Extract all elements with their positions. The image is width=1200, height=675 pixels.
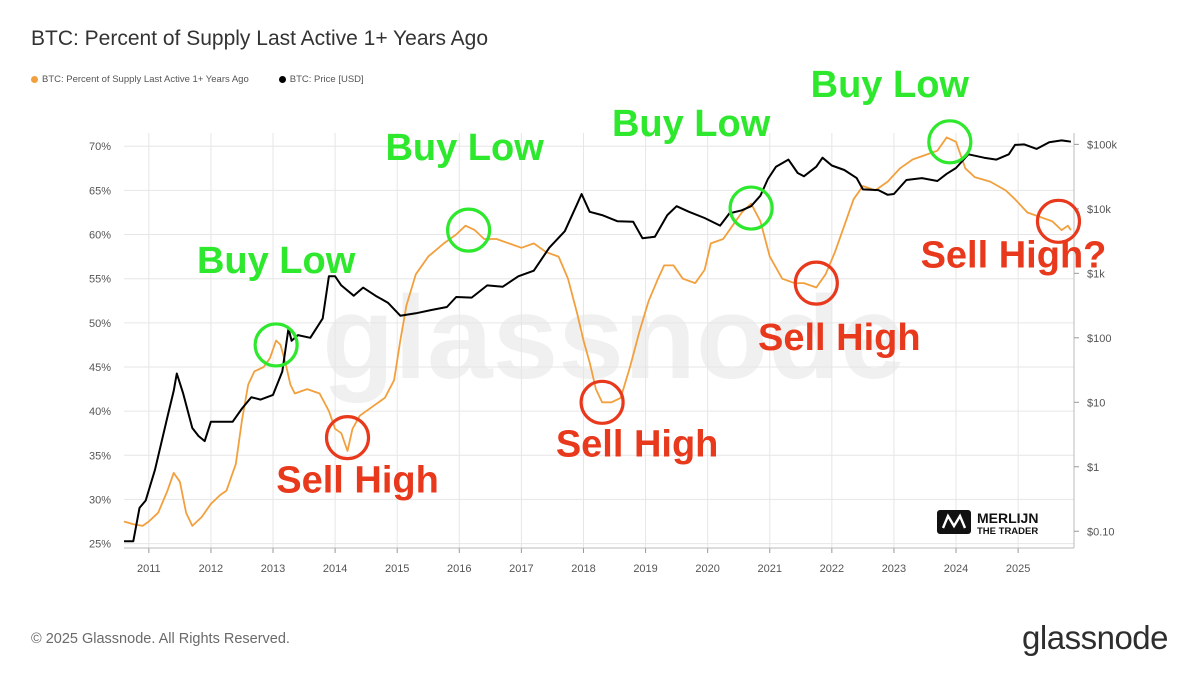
annotation-layer: Buy Low Sell High Buy Low Sell High Buy Low S…: [197, 64, 1106, 502]
chart-legend: BTC: Percent of Supply Last Active 1+ Ye…: [31, 74, 364, 85]
series-layer: [123, 136, 1072, 543]
watermark-layer: glassnode: [322, 272, 906, 404]
legend-dot-price: [278, 76, 286, 83]
buy-low-label: Buy Low: [612, 103, 771, 145]
y-left-tick-label: 50%: [89, 318, 111, 330]
footer-copyright: © 2025 Glassnode. All Rights Reserved.: [31, 631, 290, 647]
merlijn-logo-glyph: [941, 513, 967, 529]
x-tick-label: 2012: [199, 563, 223, 575]
y-left-tick-label: 45%: [89, 362, 111, 374]
y-right-tick-label: $1k: [1087, 268, 1105, 280]
buy-low-label: Buy Low: [385, 127, 544, 169]
y-right-tick-label: $100k: [1087, 139, 1117, 151]
sell-high-label: Sell High: [556, 423, 719, 465]
sell-high-label: Sell High: [758, 317, 921, 359]
legend-item-price[interactable]: BTC: Price [USD]: [278, 74, 364, 85]
y-left-tick-label: 25%: [89, 539, 111, 551]
y-left-tick-label: 30%: [89, 494, 111, 506]
axes-layer: 25% 30% 35% 40% 45% 50% 55% 60% 65% 70% 2011 2012 20…: [89, 133, 1117, 575]
y-right-tick-label: $1: [1087, 462, 1099, 474]
x-tick-label: 2014: [323, 563, 347, 575]
x-tick-label: 2020: [695, 563, 719, 575]
sell-high-circle: [1035, 198, 1082, 244]
buy-low-circle: [446, 207, 492, 253]
y-left-tick-label: 70%: [89, 141, 111, 153]
x-tick-label: 2025: [1006, 563, 1030, 575]
watermark-text: glassnode: [322, 272, 906, 404]
x-tick-label: 2015: [385, 563, 409, 575]
legend-label-price: BTC: Price [USD]: [289, 74, 364, 85]
y-left-tick-label: 60%: [89, 230, 111, 242]
y-left-tick-label: 55%: [89, 274, 111, 286]
y-right-tick-label: $100: [1087, 333, 1111, 345]
footer-logo: glassnode: [1022, 619, 1168, 656]
x-tick-label: 2011: [137, 563, 161, 575]
x-tick-label: 2019: [633, 563, 657, 575]
merlijn-logo-mark: [937, 510, 971, 534]
sell-high-label: Sell High: [276, 460, 439, 502]
y-left-tick-label: 40%: [89, 406, 111, 418]
x-tick-label: 2024: [944, 563, 968, 575]
price-line: [124, 139, 1072, 543]
x-tick-label: 2016: [447, 563, 471, 575]
y-left-tick-label: 35%: [89, 450, 111, 462]
sell-high-label: Sell High?: [921, 234, 1107, 276]
x-tick-label: 2018: [571, 563, 595, 575]
badge-line2: THE TRADER: [977, 526, 1038, 537]
buy-low-circle: [728, 185, 774, 231]
x-tick-label: 2022: [820, 563, 844, 575]
legend-item-supply[interactable]: BTC: Percent of Supply Last Active 1+ Ye…: [31, 74, 249, 85]
x-tick-label: 2017: [509, 563, 533, 575]
sell-high-circle: [579, 379, 625, 425]
x-tick-label: 2013: [261, 563, 285, 575]
sell-high-circle: [324, 415, 371, 461]
badge-line1: MERLIJN: [977, 510, 1038, 526]
y-right-tick-label: $10k: [1087, 204, 1111, 216]
y-left-tick-label: 65%: [89, 185, 111, 197]
legend-dot-supply: [31, 76, 38, 83]
supply-line: [123, 136, 1072, 527]
x-tick-label: 2021: [758, 563, 782, 575]
x-tick-label: 2023: [882, 563, 906, 575]
buy-low-label: Buy Low: [197, 240, 356, 282]
legend-label-supply: BTC: Percent of Supply Last Active 1+ Ye…: [42, 74, 249, 85]
y-right-tick-label: $0.10: [1087, 526, 1115, 538]
buy-low-label: Buy Low: [811, 64, 970, 106]
chart-title: BTC: Percent of Supply Last Active 1+ Ye…: [31, 27, 489, 50]
buy-low-circle: [927, 119, 973, 165]
buy-low-circle: [253, 322, 299, 368]
sell-high-circle: [793, 260, 839, 306]
y-right-tick-label: $10: [1087, 397, 1105, 409]
